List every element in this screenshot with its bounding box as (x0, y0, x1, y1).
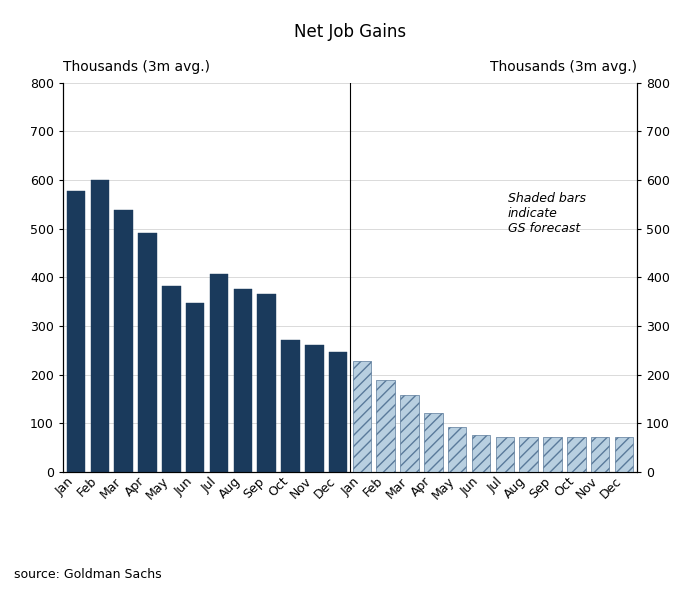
Bar (615, 437, 634, 472)
Bar (114, 210, 133, 472)
Bar (258, 294, 276, 472)
Bar (424, 413, 442, 472)
Bar (519, 437, 538, 472)
Text: Net Job Gains: Net Job Gains (294, 23, 406, 41)
Bar (472, 435, 490, 472)
Bar (353, 361, 371, 472)
Bar (139, 232, 157, 472)
Bar (281, 340, 300, 472)
Bar (377, 379, 395, 472)
Bar (543, 437, 561, 472)
Bar (186, 303, 204, 472)
Text: Thousands (3m avg.): Thousands (3m avg.) (490, 60, 637, 74)
Bar (234, 289, 252, 472)
Bar (496, 437, 514, 472)
Bar (162, 286, 181, 472)
Bar (90, 180, 109, 472)
Bar (66, 191, 85, 472)
Text: source: Goldman Sachs: source: Goldman Sachs (14, 568, 162, 581)
Text: Thousands (3m avg.): Thousands (3m avg.) (63, 60, 210, 74)
Bar (591, 437, 610, 472)
Bar (305, 345, 323, 472)
Text: Shaded bars
indicate
GS forecast: Shaded bars indicate GS forecast (508, 192, 586, 235)
Bar (567, 437, 586, 472)
Bar (448, 427, 466, 472)
Bar (400, 395, 419, 472)
Bar (329, 352, 347, 472)
Bar (210, 274, 228, 472)
